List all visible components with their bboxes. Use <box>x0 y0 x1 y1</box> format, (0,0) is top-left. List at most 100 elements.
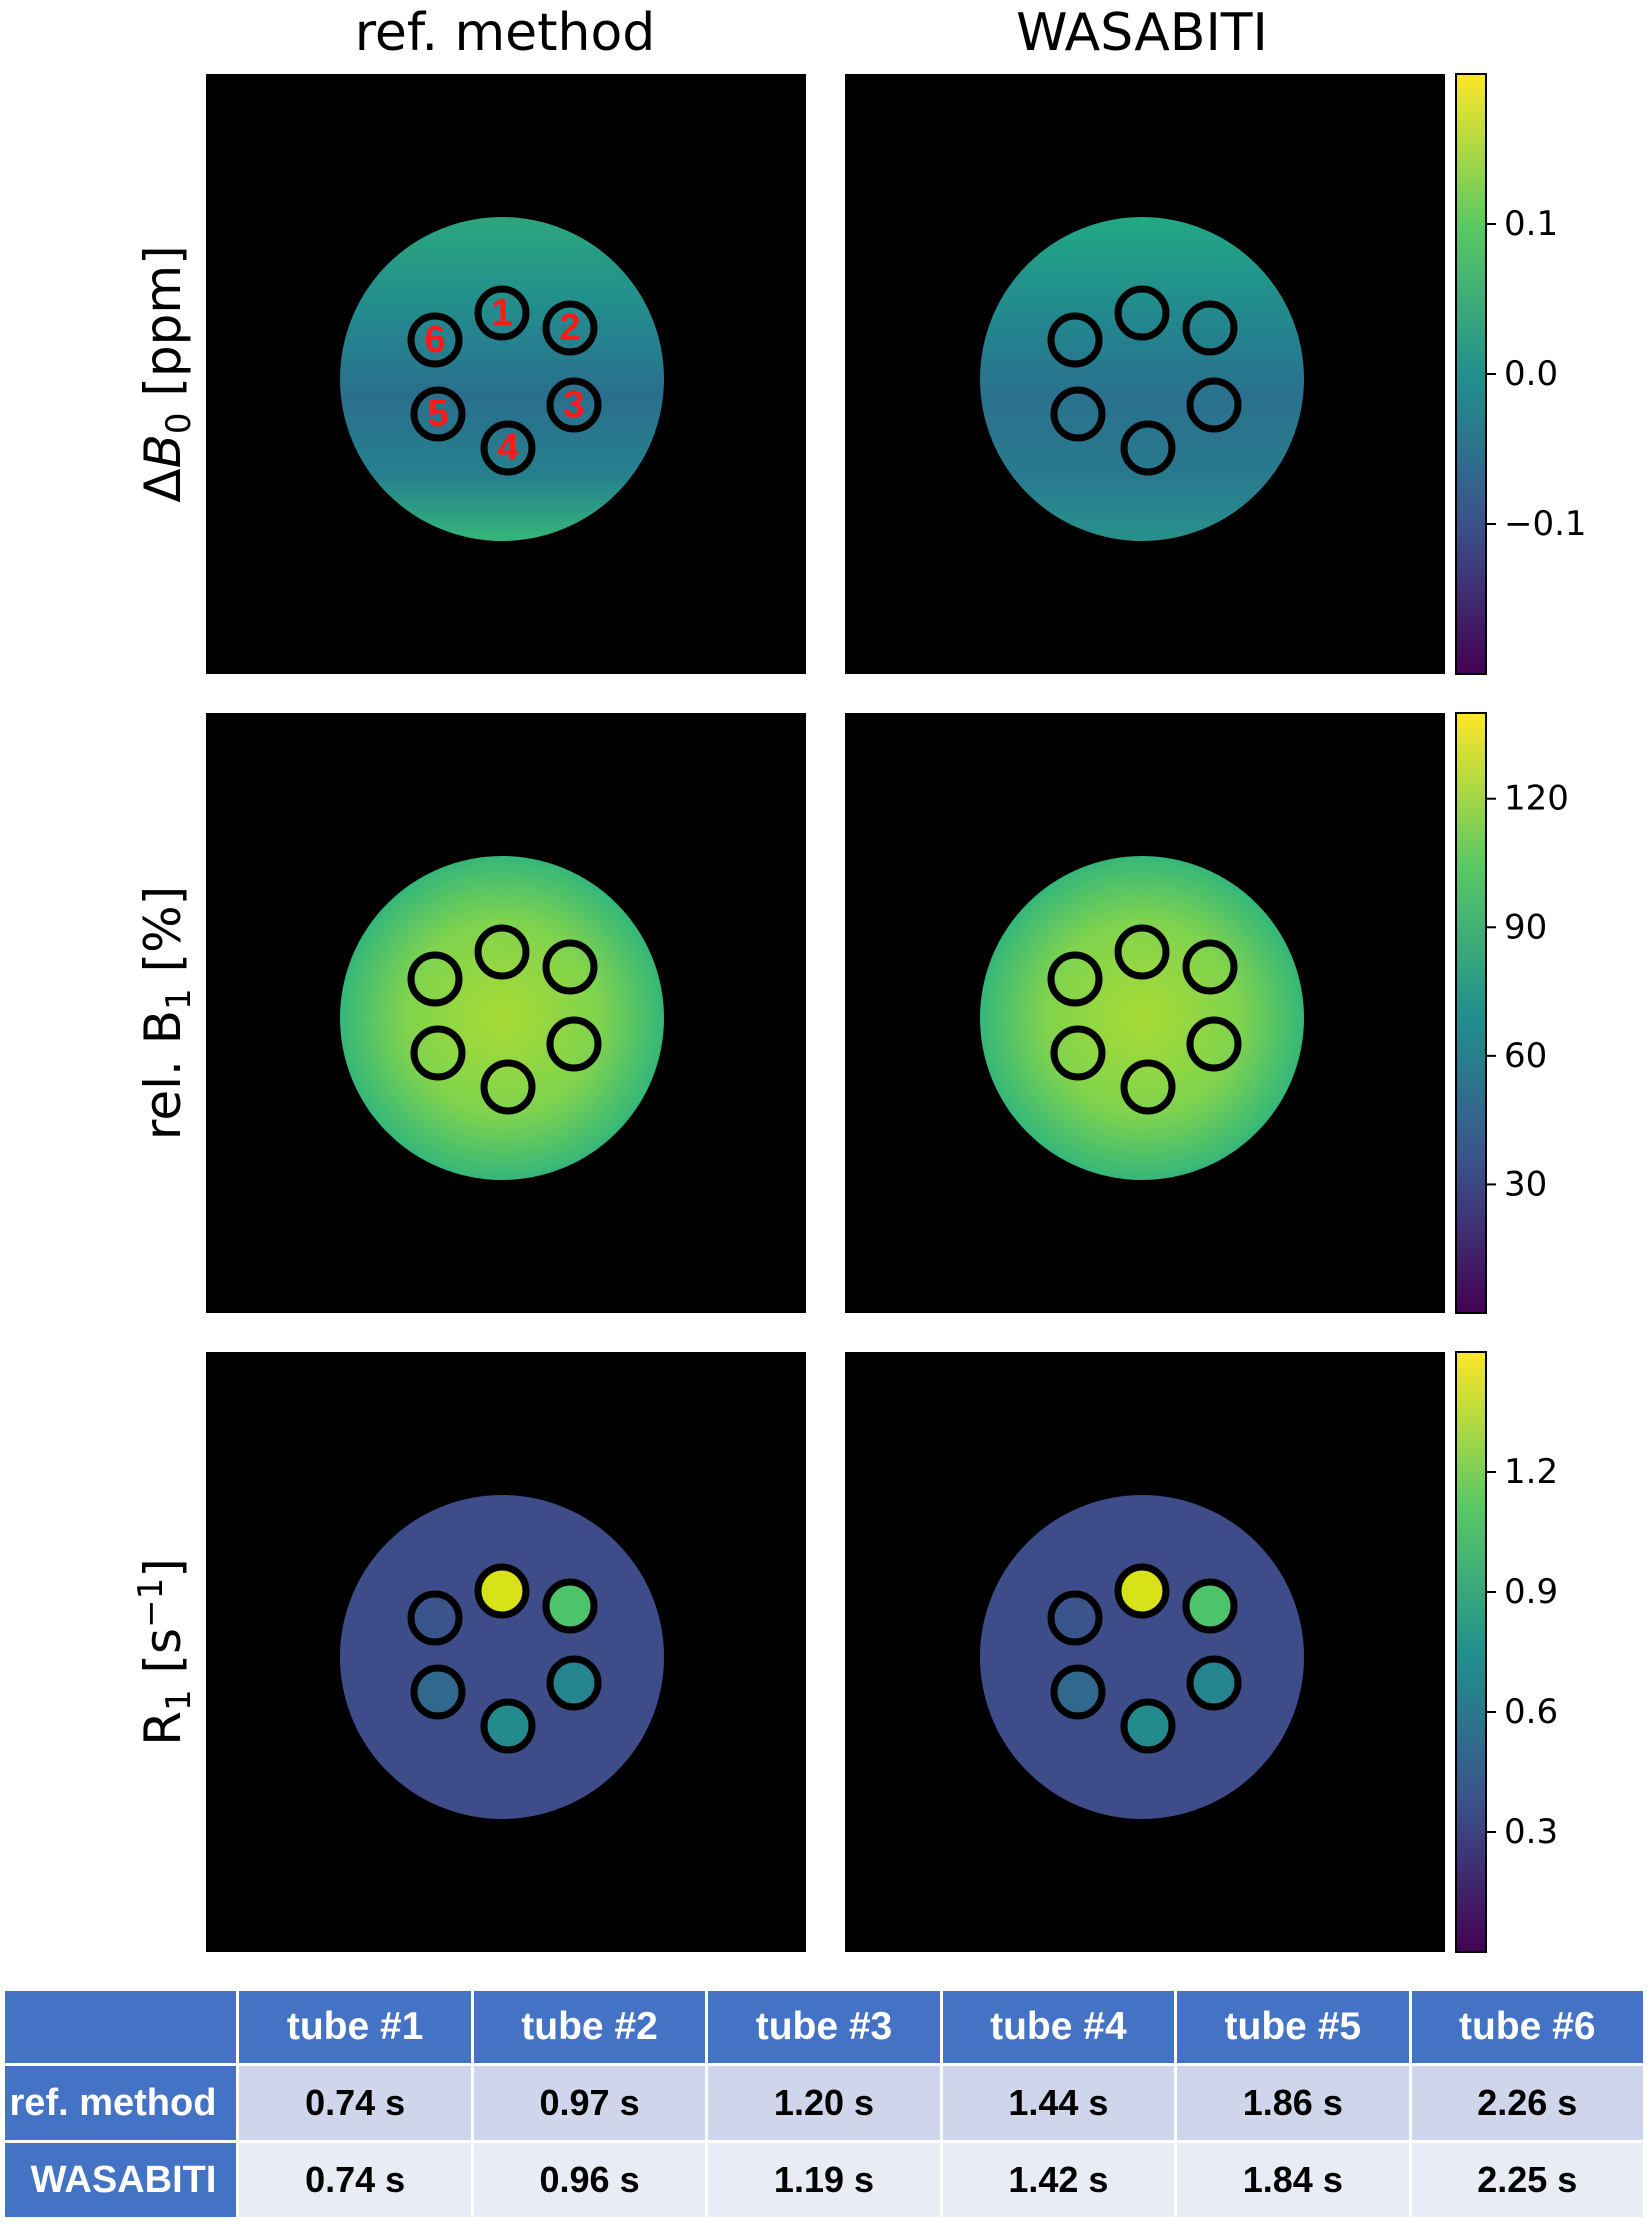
panel-b1-ref <box>206 713 806 1313</box>
table-row: WASABITI 0.74 s 0.96 s 1.19 s 1.42 s 1.8… <box>5 2140 1643 2217</box>
table-cell: 1.86 s <box>1177 2063 1409 2140</box>
table-cell: 1.44 s <box>942 2063 1175 2140</box>
tube-1 <box>474 924 530 980</box>
colorbar-tick-label: 0.3 <box>1504 1812 1558 1852</box>
tube-ring-group <box>1047 285 1242 476</box>
tube-number-3: 3 <box>563 384 584 426</box>
tube-number-2: 2 <box>559 307 580 349</box>
table-header-cell: tube #4 <box>942 1991 1175 2063</box>
table-header-cell <box>5 1991 237 2063</box>
table-cell: 1.84 s <box>1177 2140 1409 2217</box>
tube-6 <box>407 1590 463 1646</box>
tube-numbers: 1 2 3 4 5 6 <box>424 292 584 469</box>
phantom <box>980 856 1304 1180</box>
tube-number-6: 6 <box>424 319 445 361</box>
colorbar-tick-label: 120 <box>1504 779 1569 819</box>
colorbar-r1: 1.2 0.9 0.6 0.3 <box>1455 1351 1558 1953</box>
tube-5 <box>1050 386 1106 442</box>
colorbar-tick-label: 1.2 <box>1504 1452 1558 1492</box>
panel-b1-wasabiti <box>845 713 1445 1313</box>
table-header-cell: tube #6 <box>1411 1991 1643 2063</box>
tube-5 <box>1050 1025 1106 1081</box>
table-header-cell: tube #3 <box>708 1991 940 2063</box>
tube-1 <box>1114 285 1170 341</box>
tube-number-5: 5 <box>427 393 448 435</box>
table-cell: 0.74 s <box>239 2140 471 2217</box>
tube-3 <box>1186 377 1242 433</box>
colorbar-b0: 0.1 0.0 −0.1 <box>1455 73 1587 675</box>
table-header-cell: tube #5 <box>1177 1991 1409 2063</box>
table-cell: 1.19 s <box>708 2140 940 2217</box>
tube-ring-group <box>1047 1563 1242 1754</box>
tube-4 <box>480 1698 536 1754</box>
tube-ring-group <box>407 924 602 1115</box>
tube-2 <box>542 939 598 995</box>
colorbar-b1: 120 90 60 30 <box>1455 712 1569 1314</box>
tube-2 <box>1182 1578 1238 1634</box>
tube-ring-group <box>1047 924 1242 1115</box>
colorbar-tick-label: 0.1 <box>1504 204 1558 244</box>
tube-3 <box>546 1016 602 1072</box>
tube-5 <box>1050 1664 1106 1720</box>
tube-4 <box>480 420 536 476</box>
tube-3 <box>1186 1655 1242 1711</box>
tube-2 <box>1182 300 1238 356</box>
tube-2 <box>542 300 598 356</box>
table-cell: 1.42 s <box>942 2140 1175 2217</box>
colorbar-tick-label: −0.1 <box>1504 504 1587 544</box>
panel-r1-ref <box>206 1352 806 1952</box>
tube-1 <box>474 1563 530 1619</box>
row-label-b0: ΔB0 [ppm] <box>134 245 199 502</box>
table-header-row: tube #1 tube #2 tube #3 tube #4 tube #5 … <box>5 1991 1643 2063</box>
phantom <box>340 1495 664 1819</box>
tube-3 <box>1186 1016 1242 1072</box>
tube-4 <box>1120 1059 1176 1115</box>
tube-4 <box>480 1059 536 1115</box>
tube-6 <box>407 312 463 368</box>
phantom <box>340 856 664 1180</box>
tube-1 <box>1114 1563 1170 1619</box>
table-header-cell: tube #2 <box>473 1991 706 2063</box>
tube-1 <box>474 285 530 341</box>
tube-4 <box>1120 420 1176 476</box>
table-cell: 2.26 s <box>1411 2063 1643 2140</box>
colorbar-tick-label: 0.9 <box>1504 1572 1558 1612</box>
tube-3 <box>546 377 602 433</box>
tube-ring-group <box>407 1563 602 1754</box>
results-table: tube #1 tube #2 tube #3 tube #4 tube #5 … <box>2 1991 1646 2217</box>
phantom <box>980 1495 1304 1819</box>
table-row-label: ref. method <box>5 2063 237 2140</box>
tube-1 <box>1114 924 1170 980</box>
tube-3 <box>546 1655 602 1711</box>
phantom <box>980 217 1304 541</box>
panel-b0-ref <box>206 74 806 674</box>
tube-4 <box>1120 1698 1176 1754</box>
table-cell: 0.96 s <box>473 2140 706 2217</box>
tube-2 <box>542 1578 598 1634</box>
figure: ref. method WASABITI ΔB0 [ppm] rel. B1 [… <box>131 3 1587 1953</box>
table-row-label: WASABITI <box>5 2140 237 2217</box>
colorbar-tick-label: 0.0 <box>1504 354 1558 394</box>
table-header-cell: tube #1 <box>239 1991 471 2063</box>
colorbar-tick-label: 30 <box>1504 1164 1547 1204</box>
colorbar-tick-label: 60 <box>1504 1036 1547 1076</box>
panel-r1-wasabiti <box>845 1352 1445 1952</box>
column-title-ref: ref. method <box>355 3 656 63</box>
tube-number-1: 1 <box>491 292 512 334</box>
colorbar-tick-label: 0.6 <box>1504 1692 1558 1732</box>
tube-6 <box>1047 312 1103 368</box>
tube-6 <box>407 951 463 1007</box>
tube-5 <box>410 1025 466 1081</box>
tube-ring-group <box>407 285 602 476</box>
table-cell: 0.74 s <box>239 2063 471 2140</box>
panel-b0-wasabiti <box>845 74 1445 674</box>
row-label-b1: rel. B1 [%] <box>134 886 199 1140</box>
table-cell: 1.20 s <box>708 2063 940 2140</box>
column-title-wasabiti: WASABITI <box>1016 3 1268 63</box>
table-cell: 0.97 s <box>473 2063 706 2140</box>
tube-6 <box>1047 1590 1103 1646</box>
tube-number-4: 4 <box>497 427 518 469</box>
tube-2 <box>1182 939 1238 995</box>
tube-5 <box>410 386 466 442</box>
tube-5 <box>410 1664 466 1720</box>
